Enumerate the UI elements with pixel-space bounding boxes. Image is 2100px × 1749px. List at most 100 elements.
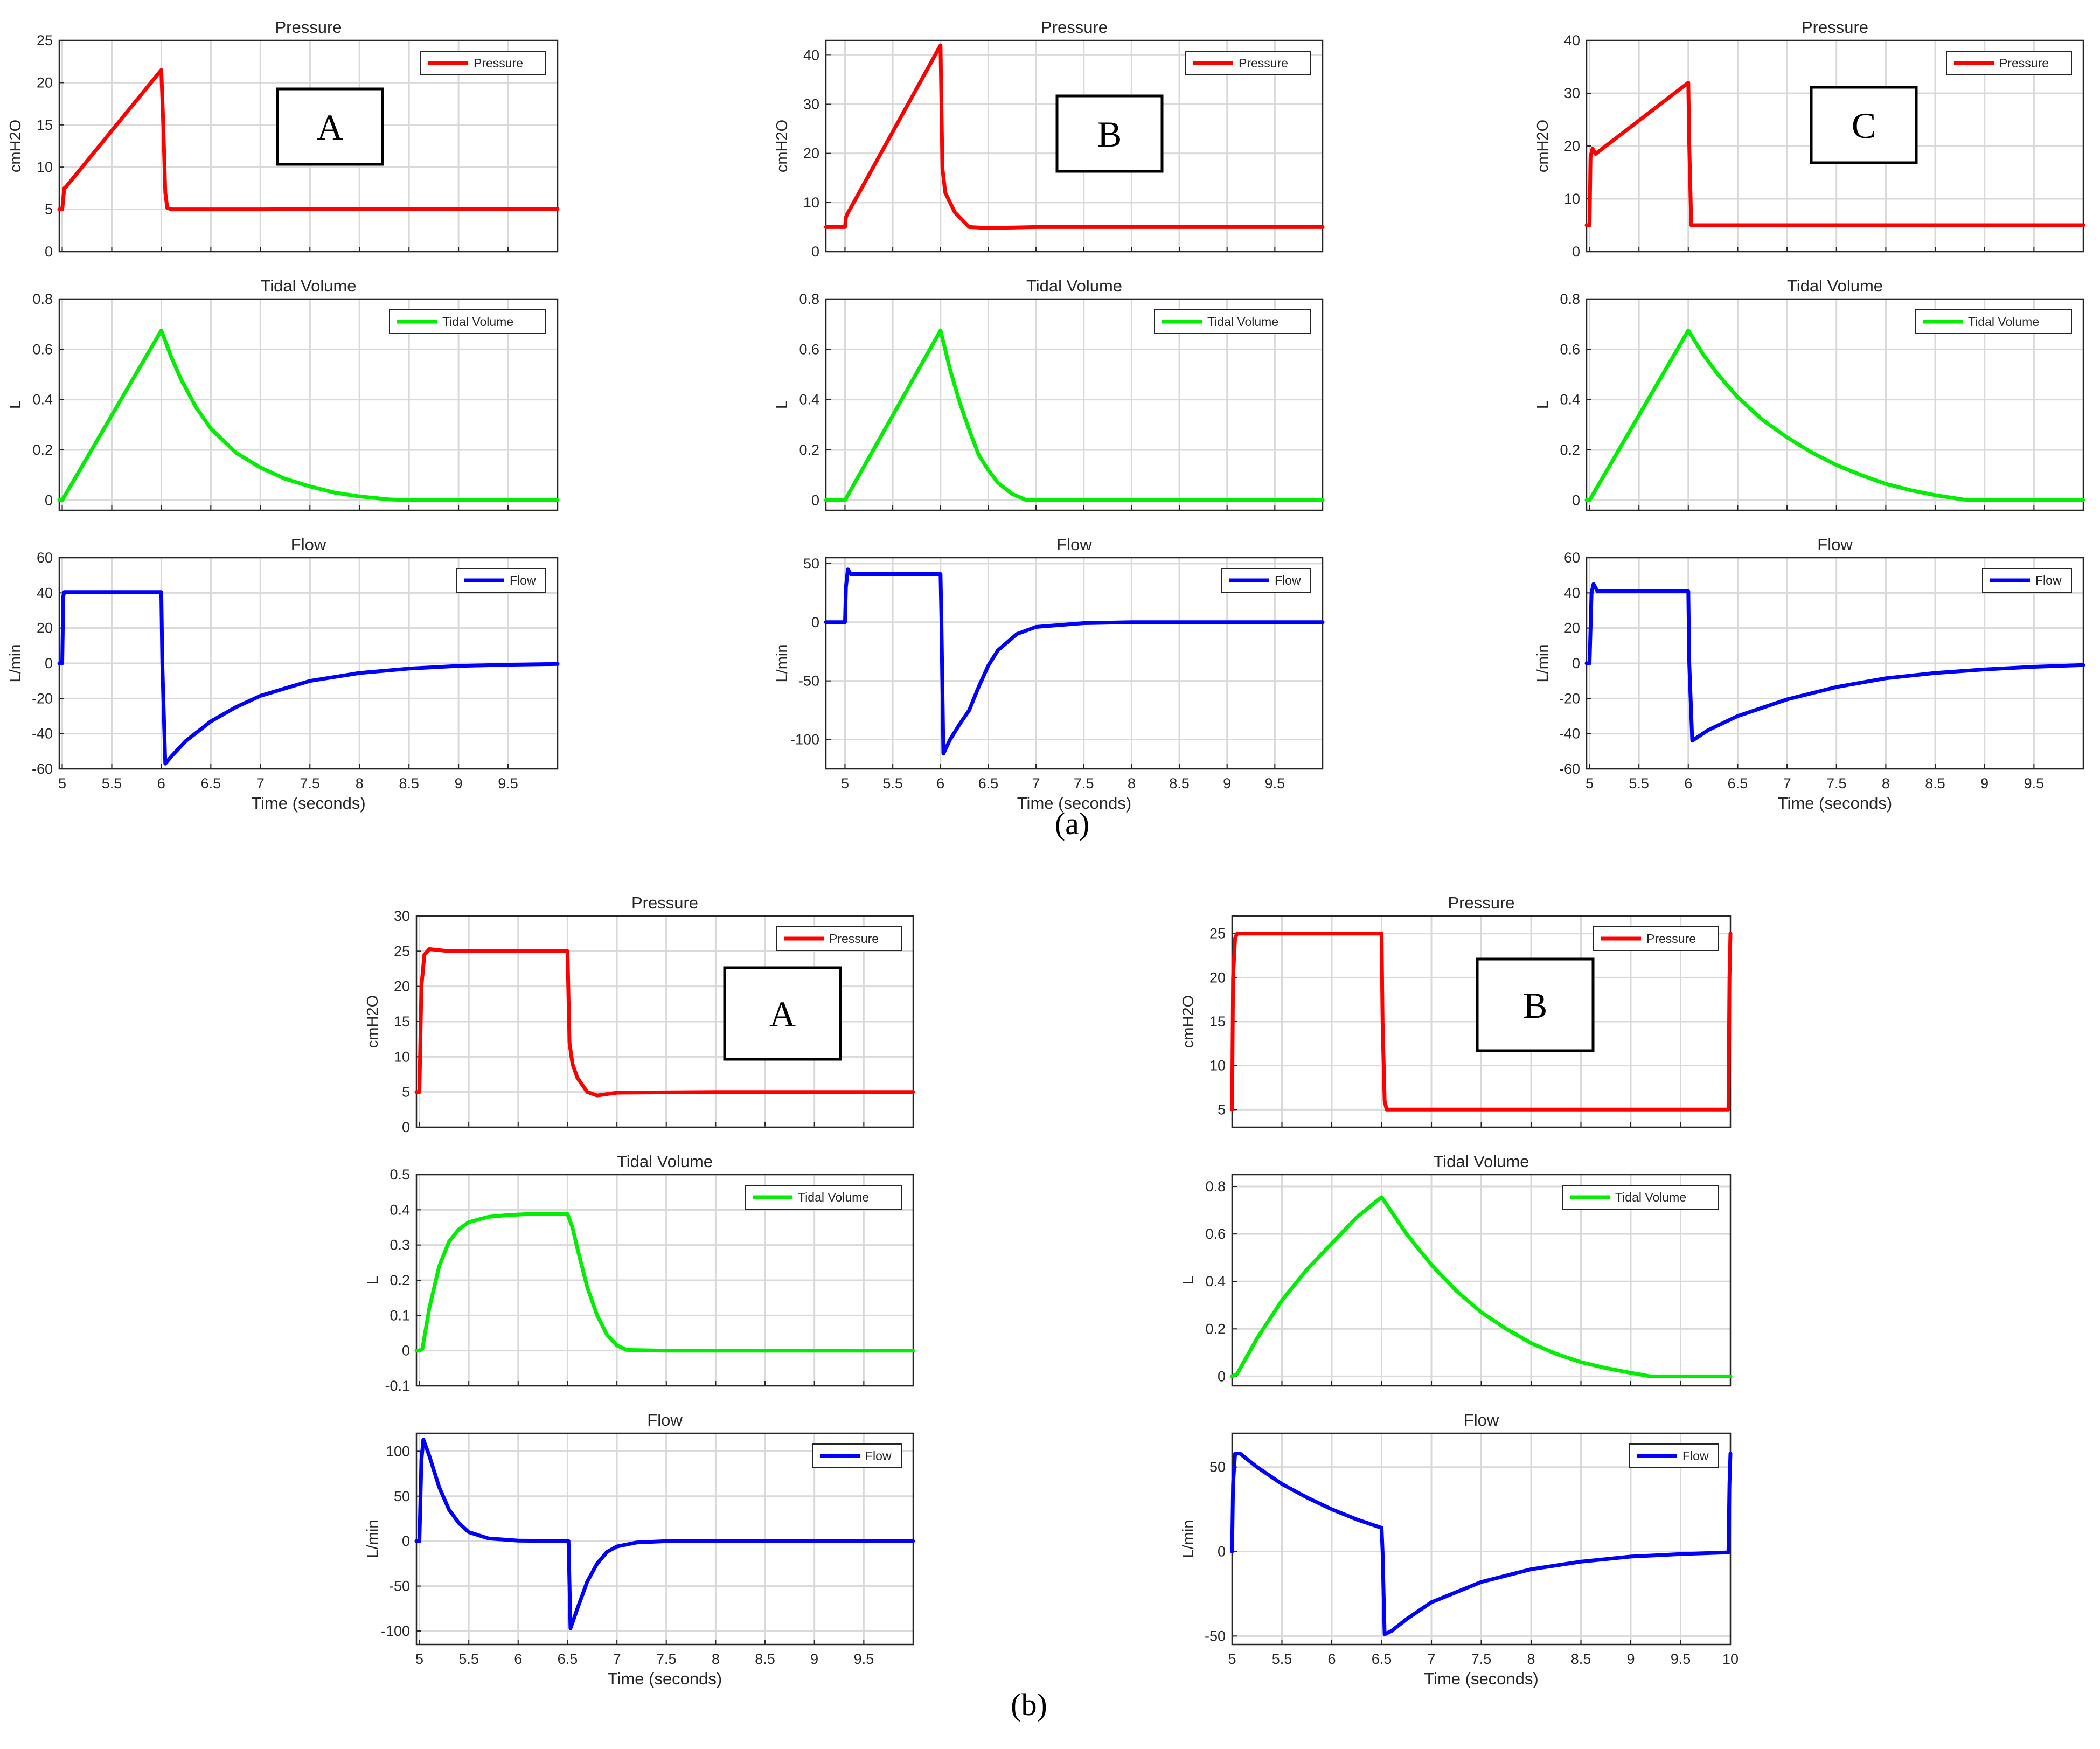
y-tick-label: 15 [1209,1014,1226,1030]
series-line-pressure [57,68,560,212]
series-line-pressure [1584,80,2085,227]
tag-box [1055,94,1164,173]
panel-tag-a-A: A [276,87,384,166]
tag-label: A [317,107,343,148]
panel-tag-b-B: B [1476,957,1595,1052]
x-tick-label: 9.5 [1265,775,1285,792]
x-tick-label: 6.5 [1728,775,1748,792]
y-axis-label: L/min [1534,644,1552,683]
y-tick-label: 0.4 [32,392,53,408]
y-tick-label: 40 [37,585,53,601]
x-tick-label: 5.5 [1272,1651,1292,1667]
y-tick-label: 0 [811,492,819,508]
y-axis-label: L/min [7,644,24,683]
series-line-flow [1584,582,2085,743]
legend-label: Tidal Volume [1968,315,2039,329]
y-tick-label: 0 [402,1533,410,1549]
y-tick-label: 10 [394,1049,410,1065]
y-tick-label: 0.4 [1205,1273,1226,1289]
legend: Pressure [1946,51,2072,75]
y-tick-label: 0 [45,492,53,508]
series-line-volume [414,1212,915,1353]
y-tick-label: -100 [790,732,819,748]
y-tick-label: 50 [1209,1459,1226,1475]
legend-label: Pressure [1239,56,1288,70]
series-line-flow [57,590,560,766]
x-tick-label: 8 [1128,775,1136,792]
y-tick-label: 10 [803,195,819,211]
y-tick-label: 0 [402,1343,410,1359]
y-tick-label: 20 [1564,620,1580,636]
axes-box [415,915,914,1128]
y-tick-label: -60 [32,761,53,777]
x-tick-label: 9 [455,775,463,792]
chart-b-B-flow: 5 5.5 6 6.5 7 7.5 8 8.5 9 9.5 10 -50 0 50 Flow L/min Tim… [1180,1411,1739,1688]
series-line-volume [1230,1195,1733,1378]
x-tick-label: 5 [1586,775,1594,792]
y-tick-label: 0 [1218,1544,1226,1560]
chart-b-A-flow: 5 5.5 6 6.5 7 7.5 8 8.5 9 9.5 -100 -50 0 50 100 Flow L/m… [364,1411,915,1688]
y-tick-label: 0 [45,655,53,671]
series-line-volume [824,328,1325,502]
chart-a-C-tidal-volume: 0 0.2 0.4 0.6 0.8 Tidal Volume L Tidal Volume [1534,276,2085,511]
axes-box [1586,39,2084,253]
plot-area [59,299,558,510]
x-axis-label: Time (seconds) [608,1669,722,1688]
y-tick-label: 20 [1564,138,1580,154]
series-line-volume [57,328,560,502]
x-tick-label: 9.5 [498,775,518,792]
legend-label: Flow [510,573,536,587]
y-tick-label: 50 [394,1488,410,1504]
y-tick-label: 20 [37,74,53,91]
y-tick-label: 30 [1564,85,1580,101]
axes-box [415,1174,914,1387]
legend: Tidal Volume [389,309,546,334]
panel-a-A: 0 5 10 15 20 25 Pressure cmH2O Pressure 0 0.2 0.4 0.… [7,18,560,813]
x-tick-label: 6.5 [1372,1651,1392,1667]
y-tick-label: -40 [32,726,53,742]
x-tick-label: 9.5 [1671,1651,1691,1667]
legend-label: Tidal Volume [442,315,513,329]
panel-b-A: 0 5 10 15 20 25 30 Pressure cmH2O Pressure -0.1 0 0.… [364,893,915,1688]
legend-label: Pressure [474,56,523,70]
y-tick-label: 60 [1564,550,1580,566]
tag-label: B [1097,114,1122,155]
y-axis-label: cmH2O [774,120,791,172]
y-axis-label: L/min [774,644,791,683]
axes-box [825,557,1324,770]
x-tick-label: 7.5 [1074,775,1094,792]
legend: Pressure [1593,926,1719,951]
legend-label: Flow [1275,573,1301,587]
y-tick-label: 0.2 [799,442,819,458]
y-tick-label: 0.3 [390,1237,410,1253]
y-axis-label: L [364,1276,381,1285]
x-axis-label: Time (seconds) [1778,794,1892,813]
y-tick-label: 60 [37,550,53,566]
chart-a-A-pressure: 0 5 10 15 20 25 Pressure cmH2O Pressure [7,18,560,260]
x-tick-label: 6 [1684,775,1692,792]
x-tick-label: 5 [1228,1651,1236,1667]
x-tick-label: 7.5 [300,775,320,792]
y-axis-label: L [7,400,24,409]
x-tick-label: 6 [1327,1651,1336,1667]
y-tick-label: -20 [1559,690,1580,706]
x-tick-label: 6 [157,775,165,792]
y-tick-label: 0 [1572,244,1580,260]
y-axis-label: cmH2O [1534,120,1552,172]
chart-a-B-flow: 5 5.5 6 6.5 7 7.5 8 8.5 9 9.5 -100 -50 0 50 Flow L/min T… [774,535,1325,813]
y-tick-label: 40 [1564,585,1580,601]
series-line-pressure [824,43,1325,230]
panel-tag-a-B: B [1055,94,1164,173]
tag-label: B [1523,985,1547,1026]
y-tick-label: 5 [402,1084,410,1100]
x-axis-label: Time (seconds) [1017,794,1131,813]
y-tick-label: 0.8 [1560,291,1580,307]
x-tick-label: 7 [613,1651,621,1667]
chart-a-A-tidal-volume: 0 0.2 0.4 0.6 0.8 Tidal Volume L Tidal Volume [7,276,560,511]
series-line-pressure [1230,932,1733,1112]
legend-label: Tidal Volume [798,1190,869,1204]
y-tick-label: 0.1 [390,1307,410,1323]
chart-a-A-flow: 5 5.5 6 6.5 7 7.5 8 8.5 9 9.5 -60 -40 -20 0 20 40 60 Flow… [7,535,560,813]
y-tick-label: 5 [1218,1101,1226,1118]
y-tick-label: 10 [37,159,53,175]
